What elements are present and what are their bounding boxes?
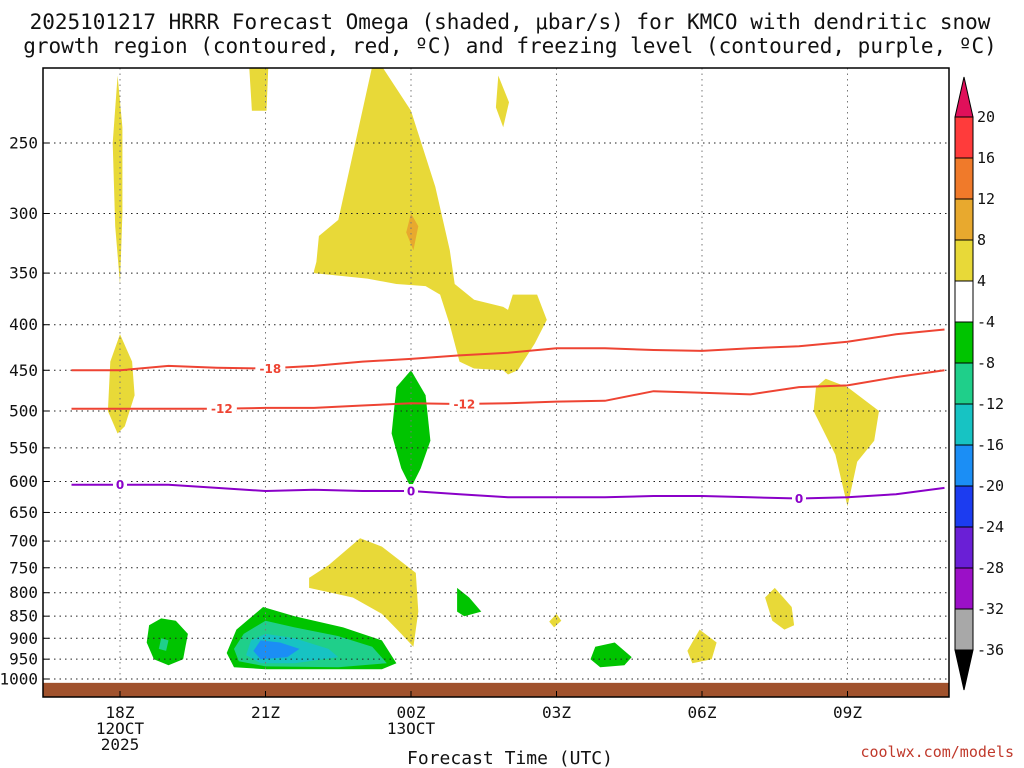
colorbar-top-arrow [954,76,974,118]
colorbar-label: -4 [977,313,995,331]
plot-background [43,68,949,697]
y-tick-label: 700 [9,532,38,551]
contour-label-bg [449,396,480,411]
colorbar-swatch [954,608,974,651]
colorbar-label: -28 [977,559,1004,577]
colorbar-swatch [954,321,974,364]
x-tick-label: 18Z [106,703,135,722]
gridlines [43,68,949,697]
colorbar-label: -8 [977,354,995,372]
contour-layer: -18 -12 -12 0 0 0 [71,328,945,506]
contour-label-bg [113,477,127,492]
omega-region [249,68,269,111]
chart-title-line-2: growth region (contoured, red, ºC) and f… [23,34,997,58]
omega-region [314,68,547,375]
contour-line [71,328,945,372]
contour-label: -18 [260,362,282,376]
colorbar-swatch [954,444,974,487]
x-tick-label: 06Z [688,703,717,722]
colorbar-swatch [954,526,974,569]
colorbar-label: -12 [977,395,1004,413]
credit-link[interactable]: coolwx.com/models [860,743,1014,761]
omega-region [391,370,431,488]
colorbar-label: -20 [977,477,1004,495]
omega-region [495,75,509,128]
colorbar-label: 8 [977,231,986,249]
omega-region [309,538,419,647]
colorbar-label: -16 [977,436,1004,454]
colorbar-label: -36 [977,641,1004,659]
y-tick-label: 900 [9,629,38,648]
y-tick-label: 800 [9,583,38,602]
plot-frame [42,67,950,698]
contour-label-bg [792,491,806,506]
omega-region [549,613,562,628]
y-tick-label: 400 [9,315,38,334]
x-tick-label: 09Z [833,703,862,722]
pressure-axis: 250 300 350 400 450 500 550 600 650 700 750 800 850 9… [0,134,49,689]
colorbar-label: 16 [977,149,995,167]
x-tick-label: 21Z [251,703,280,722]
y-tick-label: 300 [9,204,38,223]
colorbar-swatch [954,485,974,528]
y-tick-label: 850 [9,607,38,626]
colorbar-label: 12 [977,190,995,208]
colorbar-swatch [954,403,974,446]
x-tick-label: 03Z [542,703,571,722]
colorbar-swatch [954,280,974,323]
x-tick-label: 2025 [101,735,140,754]
colorbar-label: -32 [977,600,1004,618]
ground-surface [43,682,949,697]
contour-label: 0 [116,478,124,492]
colorbar-label: 20 [977,108,995,126]
x-axis-title: Forecast Time (UTC) [407,748,613,768]
plot-area: -18 -12 -12 0 0 0 [43,68,949,697]
colorbar: 20 16 12 8 4 -4 -8 -12 -16 -20 -24 -28 -32 -36 [954,76,1004,691]
x-tick-label: 13OCT [387,719,436,738]
contour-label-bg [255,361,286,376]
contour-label: -12 [211,402,233,416]
y-tick-label: 950 [9,650,38,669]
contour-label-bg [206,401,237,416]
colorbar-swatch [954,567,974,610]
y-tick-label: 450 [9,361,38,380]
colorbar-bottom-arrow [954,649,974,691]
chart-title-line-1: 2025101217 HRRR Forecast Omega (shaded, … [30,10,991,34]
colorbar-swatch [954,239,974,282]
colorbar-label: -24 [977,518,1004,536]
omega-region [590,642,632,668]
contour-label-bg [404,484,418,499]
colorbar-swatch [954,198,974,241]
omega-region [406,213,419,251]
y-tick-label: 350 [9,264,38,283]
omega-region [253,640,300,660]
colorbar-swatch [954,157,974,200]
x-tick-label: 12OCT [96,719,145,738]
omega-region [765,587,795,630]
y-tick-label: 250 [9,134,38,153]
x-tick-label: 00Z [397,703,426,722]
omega-region [158,638,169,651]
y-tick-label: 650 [9,503,38,522]
colorbar-swatch [954,362,974,405]
y-tick-label: 500 [9,402,38,421]
y-tick-label: 600 [9,472,38,491]
colorbar-label: 4 [977,272,986,290]
y-tick-label: 1000 [0,670,38,689]
colorbar-swatch [954,116,974,159]
contour-label: 0 [795,492,803,506]
omega-region [457,587,482,617]
omega-region [112,75,123,284]
y-tick-label: 550 [9,438,38,457]
contour-label: -12 [454,397,476,411]
contour-label: 0 [407,485,415,499]
y-tick-label: 750 [9,558,38,577]
